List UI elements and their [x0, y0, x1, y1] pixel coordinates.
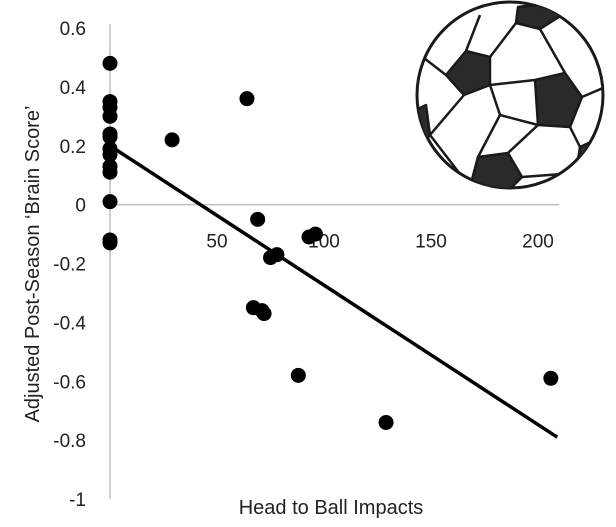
data-points: [102, 55, 559, 430]
y-tick-label: -1: [69, 490, 86, 511]
x-tick-label: 200: [522, 232, 554, 253]
x-tick-label: 150: [415, 232, 447, 253]
y-tick-label: -0.6: [53, 372, 86, 393]
x-tick-labels: 050100150200: [105, 232, 554, 253]
data-point: [102, 129, 118, 145]
data-point: [543, 370, 559, 386]
data-point: [307, 226, 323, 242]
y-tick-label: 0.2: [60, 137, 86, 158]
data-point: [102, 147, 118, 163]
trendline-group: [109, 144, 559, 439]
y-axis-title: Adjusted Post-Season ‘Brain Score’: [22, 106, 44, 423]
soccer-ball-icon: [415, 0, 605, 190]
y-tick-label: 0.4: [60, 78, 87, 99]
data-point: [102, 194, 118, 210]
data-point: [378, 414, 394, 430]
trendline: [109, 144, 559, 439]
y-tick-label: -0.8: [53, 431, 86, 452]
data-point: [290, 367, 306, 383]
data-point: [102, 164, 118, 180]
data-point: [102, 55, 118, 71]
data-point: [164, 132, 180, 148]
y-tick-label: -0.2: [53, 255, 86, 276]
y-tick-label: 0.6: [60, 19, 86, 40]
x-tick-label: 50: [206, 232, 227, 253]
y-tick-labels: 0.6 0.4 0.2 0 -0.2 -0.4 -0.6 -0.8 -1: [53, 19, 86, 511]
x-axis-title: Head to Ball Impacts: [239, 497, 424, 519]
y-tick-label: 0: [75, 196, 86, 217]
data-point: [239, 91, 255, 107]
data-point: [102, 235, 118, 251]
data-point: [269, 247, 285, 263]
data-point: [250, 211, 266, 227]
data-point: [102, 108, 118, 124]
y-tick-label: -0.4: [53, 313, 86, 334]
data-point: [256, 306, 272, 322]
